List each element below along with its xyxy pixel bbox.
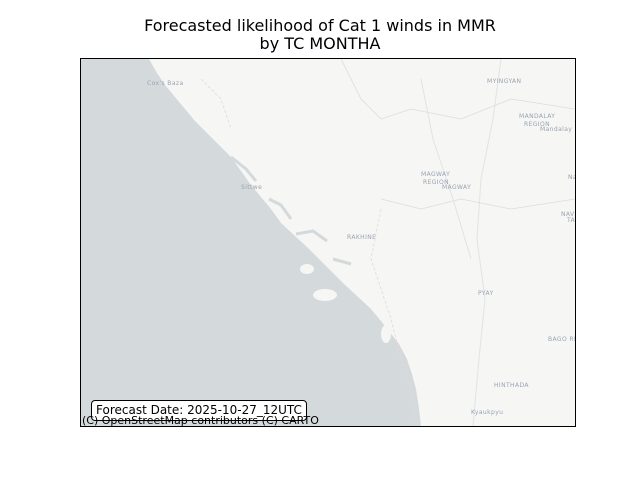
map-attribution: (C) OpenStreetMap contributors (C) CARTO — [82, 414, 319, 427]
island — [381, 325, 391, 343]
chart-title-line-2: by TC MONTHA — [259, 34, 381, 53]
inlet — [230, 155, 352, 266]
place-label-magway-region: MAGWAY — [421, 171, 450, 178]
place-label-pyay: PYAY — [478, 290, 494, 297]
map-panel[interactable]: MYINGYAN MANDALAY REGION Mandalay MAGWAY… — [80, 58, 576, 427]
place-label-myingyan: MYINGYAN — [487, 78, 521, 85]
chart-title-line-1: Forecasted likelihood of Cat 1 winds in … — [144, 16, 496, 35]
place-label-mandalay-region: MANDALAY — [519, 113, 555, 120]
place-label-mandalay-region-2: REGION — [524, 121, 550, 128]
forecast-date-box: Forecast Date: 2025-10-27_12UTC — [91, 400, 307, 421]
river — [420, 59, 502, 426]
place-label-magway-region-2: REGION — [423, 179, 449, 186]
place-label-rakhine: RAKHINE — [347, 234, 376, 241]
place-label-na: Na — [568, 174, 575, 181]
admin-boundary — [200, 78, 418, 426]
island — [300, 264, 314, 274]
place-label-coxs-bazar: Cox's Baza — [147, 80, 184, 87]
place-label-hinthada: HINTHADA — [494, 382, 529, 389]
landmass — [149, 59, 575, 426]
place-label-kyaukpyu: Kyaukpyu — [471, 409, 503, 416]
basemap: MYINGYAN MANDALAY REGION Mandalay MAGWAY… — [81, 59, 575, 426]
admin-boundary — [340, 59, 575, 210]
place-label-bago: BAGO RE — [548, 336, 575, 343]
place-label-ta: TA — [566, 217, 575, 224]
place-label-sittwe: Sittwe — [241, 184, 262, 191]
place-label-nav: NAV — [561, 211, 575, 218]
island — [313, 289, 337, 301]
place-label-magway: MAGWAY — [442, 184, 471, 191]
place-label-mandalay: Mandalay — [540, 126, 572, 133]
